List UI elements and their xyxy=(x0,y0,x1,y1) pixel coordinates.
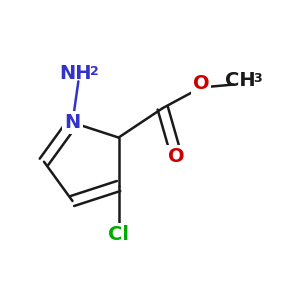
Text: O: O xyxy=(193,74,209,93)
Text: 2: 2 xyxy=(90,65,99,78)
Text: O: O xyxy=(168,147,184,166)
Text: 3: 3 xyxy=(253,72,262,85)
Text: CH: CH xyxy=(226,70,256,90)
Text: NH: NH xyxy=(59,64,92,83)
Text: Cl: Cl xyxy=(108,225,129,244)
Text: N: N xyxy=(64,113,81,132)
